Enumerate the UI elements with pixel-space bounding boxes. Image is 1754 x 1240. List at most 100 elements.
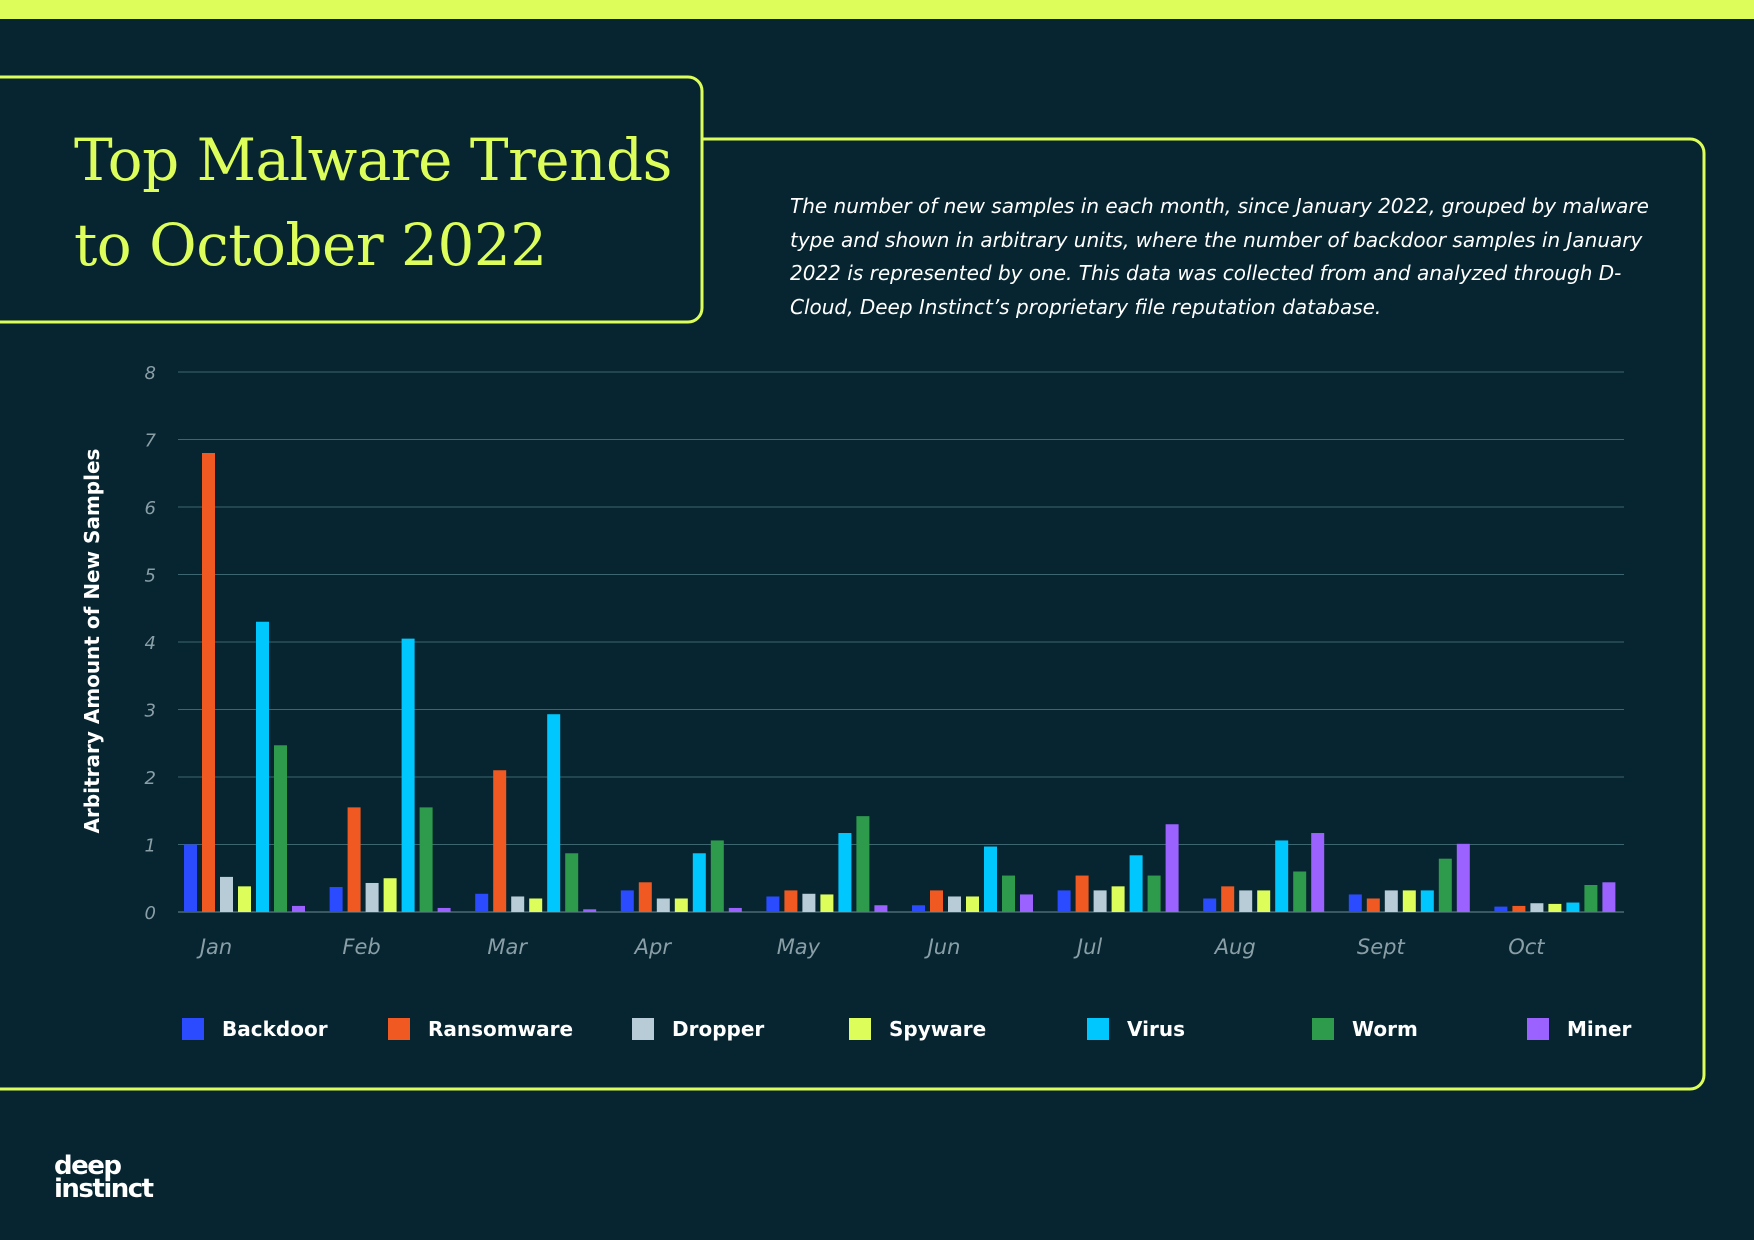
x-tick-label: Jan [196, 935, 232, 959]
bar-dropper-jul [1093, 890, 1107, 912]
bar-worm-oct [1584, 885, 1598, 912]
chart-description: The number of new samples in each month,… [790, 194, 1649, 319]
bar-miner-jan [292, 905, 305, 912]
logo-line-2: instinct [54, 1174, 154, 1204]
y-tick-label: 7 [145, 431, 157, 452]
legend-item-miner: Miner [1527, 1013, 1631, 1045]
x-tick-label: Oct [1508, 935, 1545, 959]
y-tick-label: 1 [145, 836, 156, 857]
legend-swatch [1527, 1018, 1549, 1040]
legend-item-spyware: Spyware [849, 1013, 986, 1045]
bar-dropper-jun [948, 896, 961, 912]
bar-ransomware-may [784, 890, 798, 912]
legend-swatch [849, 1018, 871, 1040]
bar-worm-feb [419, 807, 433, 912]
y-tick-label: 3 [145, 701, 156, 722]
bar-worm-aug [1293, 871, 1307, 912]
x-tick-label: Feb [342, 935, 380, 959]
bar-backdoor-mar [475, 893, 489, 912]
bar-miner-aug [1311, 833, 1325, 912]
bar-backdoor-aug [1203, 898, 1217, 912]
bar-spyware-mar [529, 898, 543, 912]
bar-backdoor-oct [1494, 906, 1508, 912]
legend-label: Dropper [672, 1017, 765, 1041]
bar-dropper-apr [656, 898, 670, 912]
bar-virus-jan [256, 621, 269, 912]
bar-virus-jul [1129, 855, 1143, 912]
bar-spyware-may [820, 894, 834, 912]
bar-worm-mar [565, 853, 579, 912]
bar-miner-apr [728, 907, 742, 912]
x-tick-label: May [777, 935, 821, 959]
legend-label: Miner [1567, 1017, 1632, 1041]
bar-ransomware-sept [1366, 898, 1380, 912]
bar-worm-sept [1438, 858, 1452, 912]
bar-dropper-jan [220, 876, 233, 912]
bar-spyware-sept [1402, 890, 1416, 912]
bar-worm-apr [710, 840, 724, 912]
bar-backdoor-may [766, 896, 780, 912]
bar-spyware-jul [1111, 886, 1125, 912]
grid-lines [178, 371, 1624, 913]
bar-ransomware-jul [1075, 875, 1089, 912]
bar-spyware-aug [1257, 890, 1271, 912]
bar-virus-may [838, 833, 852, 912]
legend-item-worm: Worm [1312, 1013, 1418, 1045]
bar-spyware-feb [383, 878, 397, 912]
bar-backdoor-sept [1348, 894, 1362, 912]
bar-backdoor-jun [912, 905, 925, 912]
deep-instinct-logo: deep instinct [54, 1151, 154, 1204]
bar-backdoor-jul [1057, 890, 1071, 912]
bar-miner-may [874, 905, 888, 912]
top-accent-stripe [0, 0, 1754, 19]
y-tick-label: 2 [145, 768, 156, 789]
y-tick-label: 6 [145, 498, 156, 519]
chart-legend: Backdoor Ransomware Dropper Spyware Virus Wor… [182, 1013, 1631, 1045]
bar-virus-apr [692, 853, 706, 912]
y-tick-labels: 0 1 2 3 4 5 6 7 8 [145, 363, 157, 924]
legend-swatch [632, 1018, 654, 1040]
bar-spyware-apr [674, 898, 688, 912]
y-tick-label: 5 [145, 566, 156, 587]
legend-swatch [388, 1018, 410, 1040]
legend-swatch [182, 1018, 204, 1040]
bar-ransomware-apr [638, 882, 652, 912]
x-tick-label: Mar [487, 935, 528, 959]
bars [184, 453, 1616, 912]
title-line-2: to October 2022 [74, 211, 547, 279]
bar-miner-sept [1456, 843, 1470, 912]
legend-label: Worm [1352, 1017, 1418, 1041]
bar-miner-jun [1020, 894, 1033, 912]
bar-miner-jul [1165, 824, 1179, 912]
x-tick-label: Aug [1213, 935, 1256, 959]
bar-dropper-aug [1239, 890, 1253, 912]
page-title: Top Malware Trends to October 2022 [74, 118, 694, 288]
bar-ransomware-mar [493, 770, 507, 912]
bar-dropper-may [802, 893, 816, 912]
bar-virus-feb [401, 638, 415, 912]
bar-spyware-oct [1548, 903, 1562, 912]
legend-item-dropper: Dropper [632, 1013, 764, 1045]
bar-virus-oct [1566, 902, 1580, 912]
bar-worm-jan [274, 745, 287, 912]
bar-dropper-oct [1530, 903, 1544, 912]
bar-miner-mar [583, 909, 597, 912]
legend-label: Backdoor [222, 1017, 328, 1041]
logo-line-1: deep [54, 1151, 122, 1181]
bar-miner-feb [437, 907, 451, 912]
x-tick-label: Jul [1073, 935, 1103, 959]
bar-dropper-feb [365, 882, 379, 912]
bar-spyware-jan [238, 886, 251, 912]
y-tick-label: 0 [145, 903, 156, 924]
bar-virus-aug [1275, 840, 1289, 912]
y-tick-label: 4 [145, 633, 156, 654]
bar-miner-oct [1602, 882, 1616, 912]
bar-backdoor-feb [329, 887, 343, 912]
bar-dropper-sept [1384, 890, 1398, 912]
legend-item-backdoor: Backdoor [182, 1013, 328, 1045]
legend-swatch [1087, 1018, 1109, 1040]
title-line-1: Top Malware Trends [74, 126, 672, 194]
x-tick-label: Jun [924, 935, 961, 959]
bar-ransomware-jun [930, 890, 943, 912]
